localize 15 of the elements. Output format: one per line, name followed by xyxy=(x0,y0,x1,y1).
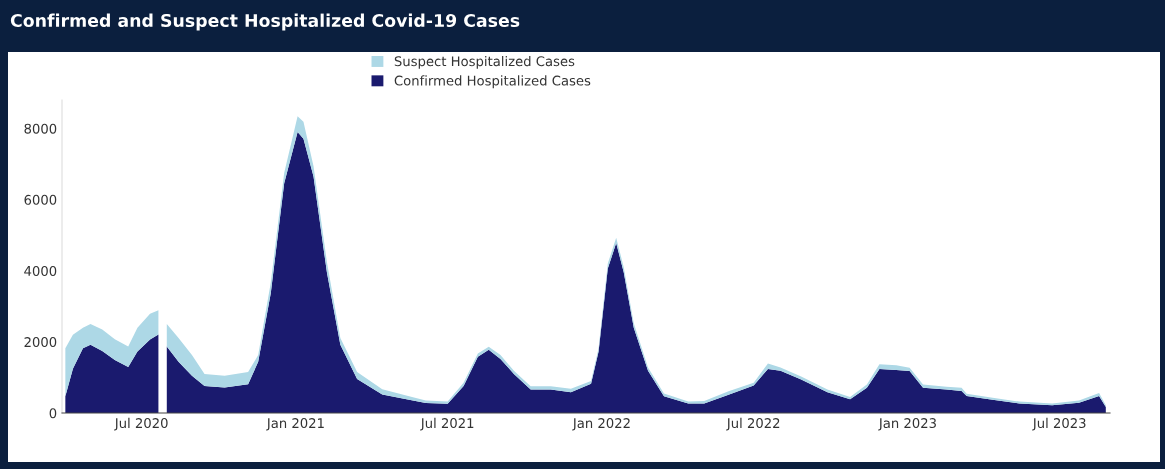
y-tick-label: 6000 xyxy=(24,194,57,205)
x-tick-label: Jul 2022 xyxy=(726,417,780,431)
y-tick-label: 0 xyxy=(49,408,57,419)
x-tick-label: Jan 2023 xyxy=(878,418,936,431)
y-tick-label: 8000 xyxy=(24,123,57,134)
y-tick-label: 2000 xyxy=(24,337,57,348)
legend-label: Suspect Hospitalized Cases xyxy=(394,55,575,69)
legend-label: Confirmed Hospitalized Cases xyxy=(394,75,591,89)
chart-title: Confirmed and Suspect Hospitalized Covid-19 Cases xyxy=(10,13,520,31)
x-tick-label: Jul 2020 xyxy=(114,417,168,431)
x-tick-label: Jul 2021 xyxy=(420,417,474,431)
x-tick-label: Jan 2021 xyxy=(266,418,324,431)
y-tick-label: 4000 xyxy=(24,265,57,276)
x-tick-label: Jan 2022 xyxy=(572,418,630,431)
x-tick-label: Jul 2023 xyxy=(1032,417,1086,431)
